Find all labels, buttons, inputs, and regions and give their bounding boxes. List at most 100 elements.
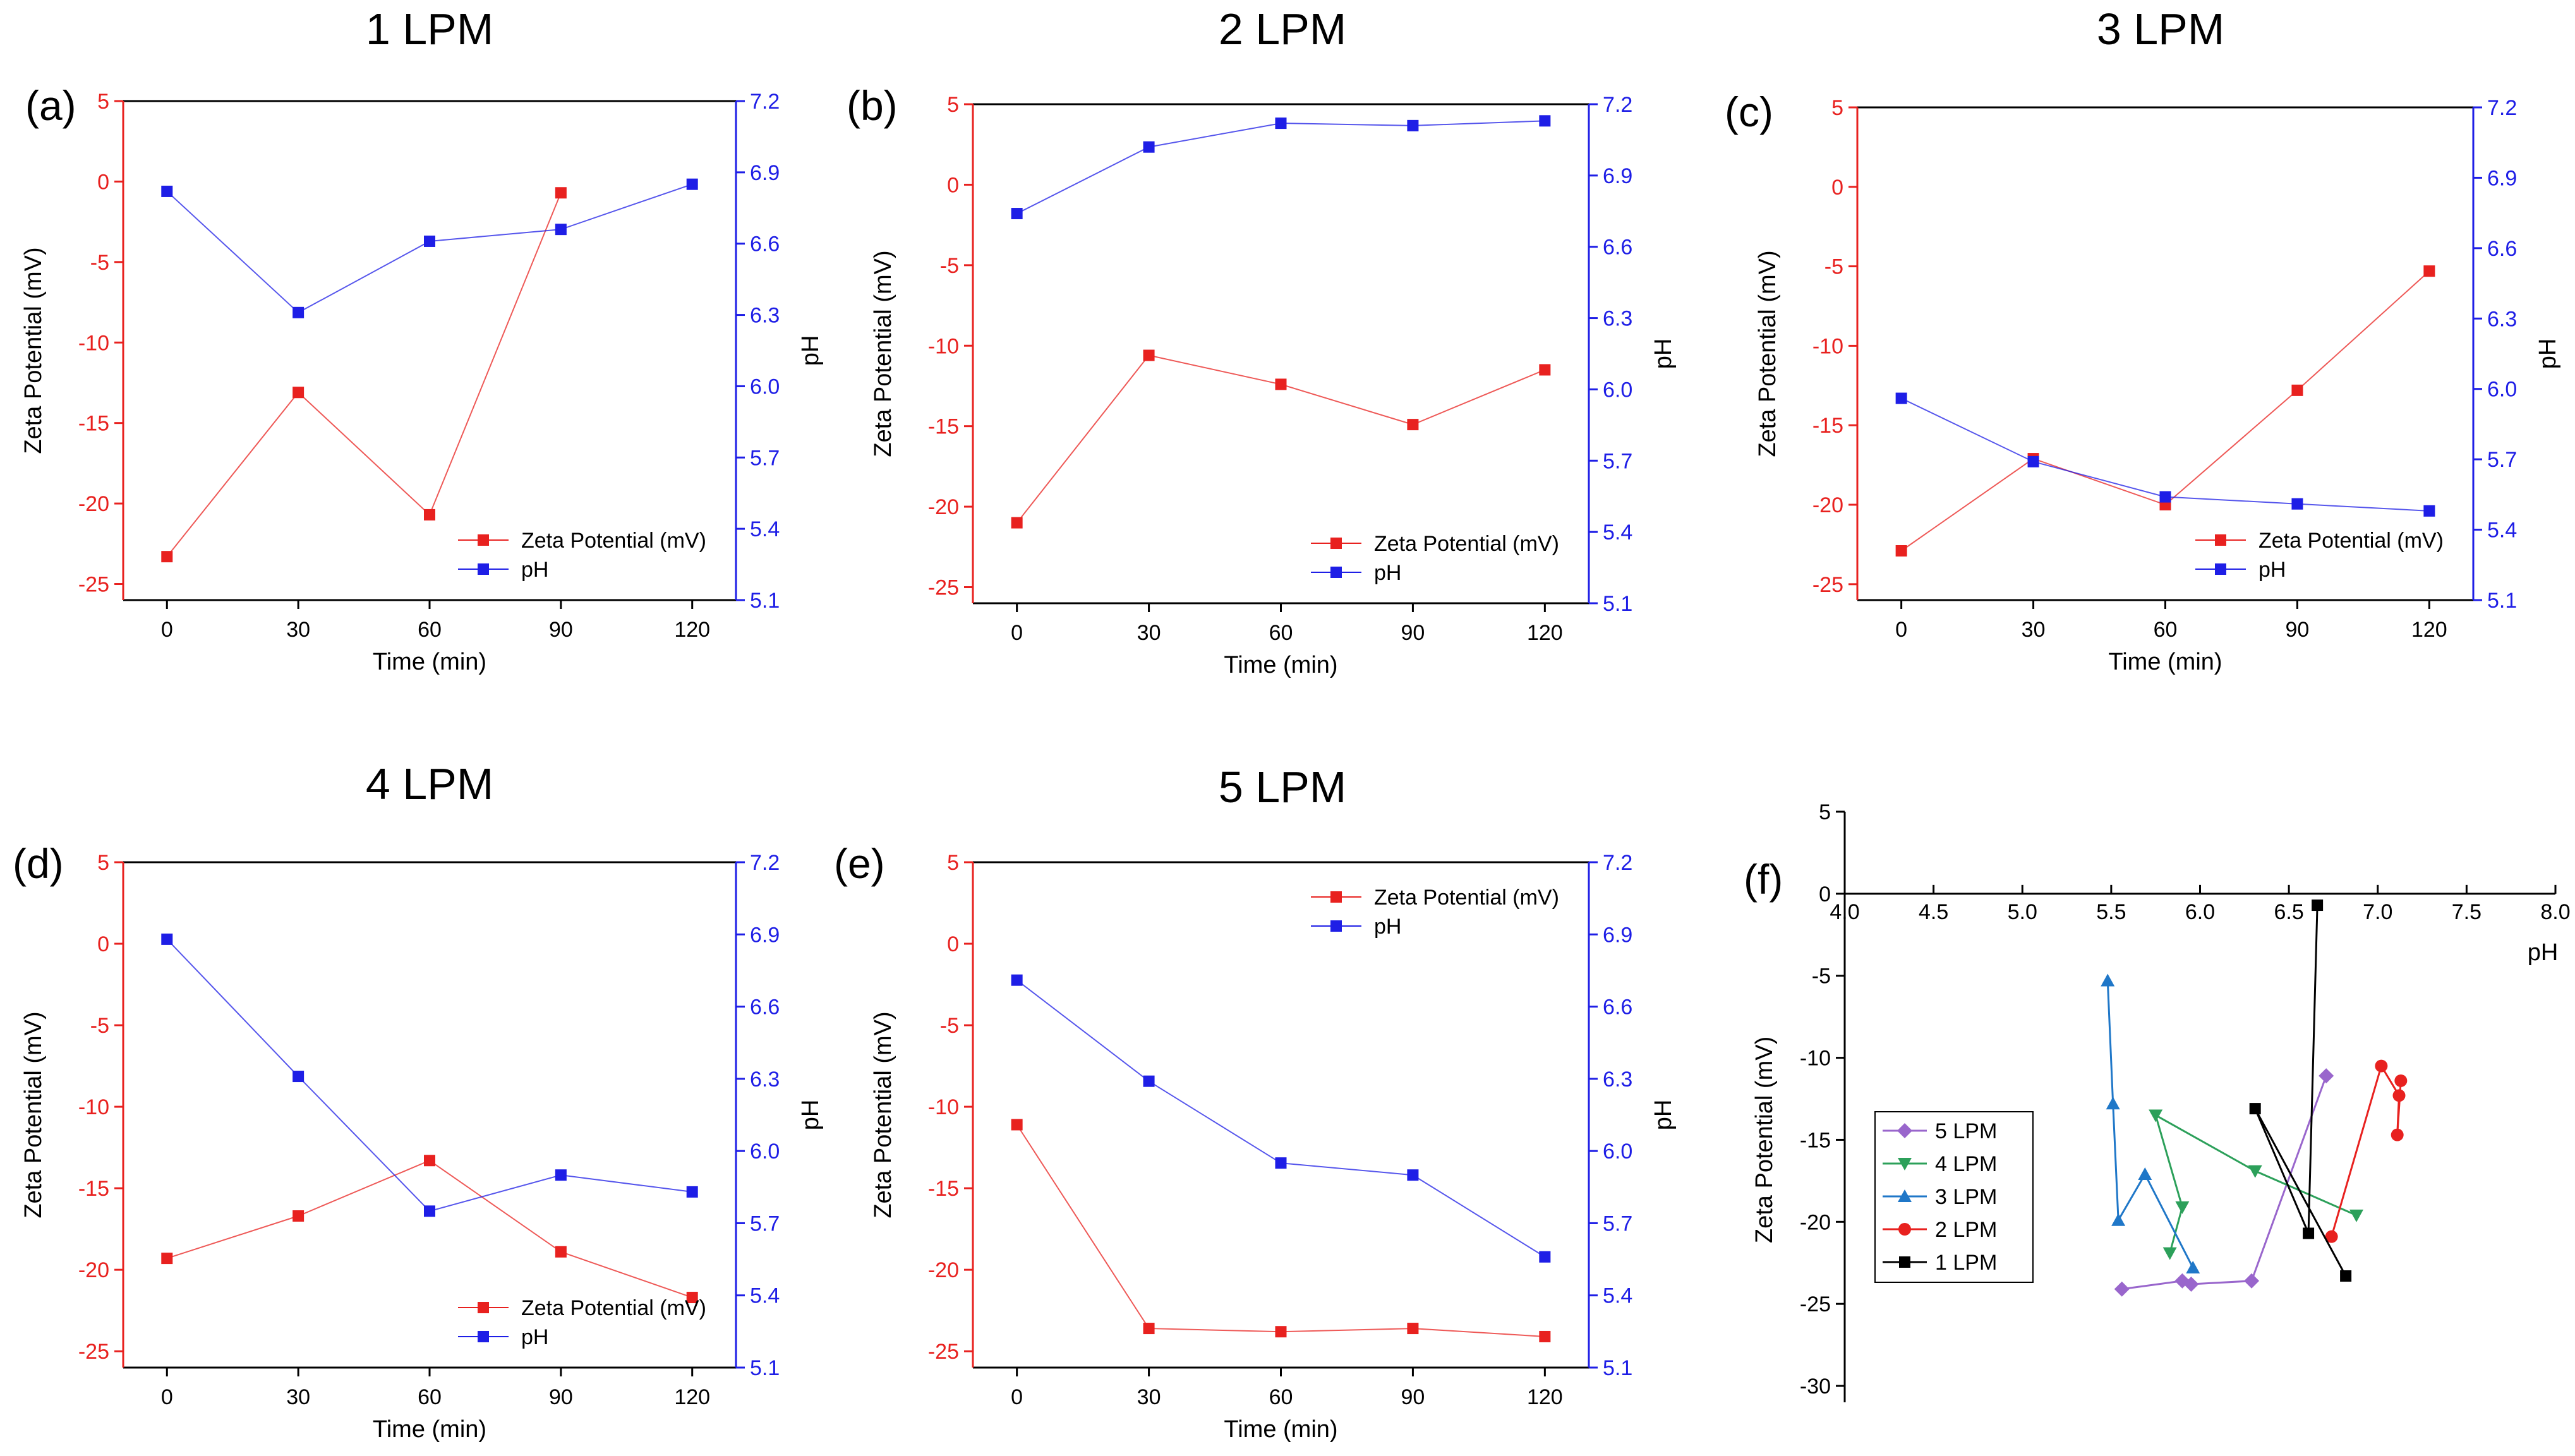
data-point-triangle-down	[2162, 1247, 2177, 1260]
y-tick-label: -15	[928, 1177, 959, 1201]
x-tick-label: 7.0	[2363, 900, 2392, 924]
data-point-ph	[1539, 1251, 1551, 1263]
y-tick-label: -5	[940, 254, 959, 278]
data-point-diamond	[2114, 1281, 2130, 1297]
y-tick-label: -10	[1800, 1047, 1831, 1071]
y-tick-label: 5	[1831, 96, 1843, 120]
data-point-triangle-up	[2101, 973, 2115, 987]
y-tick-label: -10	[928, 1095, 959, 1119]
legend-label: Zeta Potential (mV)	[2258, 529, 2444, 553]
y-tick-label: 0	[97, 932, 109, 956]
data-point-ph	[1011, 974, 1023, 986]
panel-label: (f)	[1744, 856, 1783, 903]
y-tick-label: -5	[90, 1014, 109, 1038]
x-axis-label: Time (min)	[2108, 649, 2222, 675]
y2-tick-label: 5.1	[2487, 589, 2517, 613]
y2-tick-label: 6.9	[750, 161, 780, 185]
legend-label: 4 LPM	[1935, 1152, 1997, 1176]
y2-tick-label: 5.4	[750, 517, 780, 541]
y-tick-label: 5	[947, 851, 959, 875]
legend-label: 3 LPM	[1935, 1185, 1997, 1209]
x-tick-label: 90	[2286, 618, 2310, 642]
data-point-circle	[2392, 1089, 2406, 1102]
y-axis-label: Zeta Potential (mV)	[1751, 1037, 1778, 1243]
data-point-zeta	[1275, 1326, 1287, 1338]
panel-d: (d) 4 LPM 0 30 60 90 120 5 0 -5 -10 -15 -20 -25 7.2 6.9…	[13, 759, 824, 1443]
y-tick-label: -10	[928, 334, 959, 358]
data-point-zeta	[292, 1210, 305, 1222]
data-point-ph	[1895, 392, 1907, 404]
legend-marker	[478, 1331, 489, 1342]
x-tick-label: 30	[1137, 1385, 1161, 1409]
y2-axis-label: pH	[797, 335, 824, 366]
legend-label: pH	[2258, 558, 2286, 582]
x-tick-label: 0	[161, 618, 173, 642]
x-tick-label: 90	[1401, 621, 1425, 645]
x-tick-label: 120	[2411, 618, 2447, 642]
panel-title: 1 LPM	[366, 4, 493, 54]
data-point-ph	[1275, 117, 1287, 129]
y2-tick-label: 6.0	[750, 375, 780, 399]
data-point-ph	[424, 1205, 435, 1217]
data-point-square	[2312, 899, 2324, 912]
x-axis-label: Time (min)	[1224, 1416, 1337, 1443]
legend-label: Zeta Potential (mV)	[1374, 886, 1559, 910]
y2-tick-label: 7.2	[750, 90, 780, 114]
x-tick-label: 5.0	[2008, 900, 2037, 924]
y2-tick-label: 5.4	[750, 1284, 780, 1308]
panels: (a) 1 LPM 0 30 60 90 120 5 0 -5 -10 -15 -20 -25 7.2 6.9…	[13, 4, 2571, 1443]
legend-label: pH	[521, 558, 548, 582]
panel-f: (f) 4.0 4.5 5.0 5.5 6.0 6.5 7.0 7.5 8.0 5 0 -5 -10 -15…	[1744, 800, 2571, 1402]
y-tick-label: 0	[1819, 882, 1831, 906]
data-point-ph	[292, 1071, 305, 1083]
x-tick-label: 8.0	[2540, 900, 2570, 924]
y2-tick-label: 5.4	[1603, 1284, 1632, 1308]
data-point-zeta	[1143, 349, 1155, 361]
y2-tick-label: 6.6	[750, 996, 780, 1020]
data-point-zeta	[1407, 419, 1419, 431]
data-point-zeta	[161, 551, 173, 563]
y-tick-label: 0	[97, 170, 109, 194]
y-tick-label: -25	[78, 1340, 109, 1364]
panel-title: 4 LPM	[366, 759, 493, 809]
data-point-zeta	[1539, 1330, 1551, 1342]
x-axis-label: Time (min)	[373, 1416, 486, 1443]
x-axis-label: Time (min)	[1224, 652, 1337, 678]
legend-marker	[2215, 563, 2226, 575]
data-point-triangle-up	[1898, 1189, 1912, 1202]
data-point-zeta	[1895, 545, 1907, 557]
y2-tick-label: 5.7	[750, 1212, 780, 1236]
x-tick-label: 30	[1137, 621, 1161, 645]
data-point-ph	[161, 185, 173, 197]
y2-tick-label: 6.0	[2487, 378, 2517, 402]
y2-tick-label: 6.6	[2487, 237, 2517, 261]
y-tick-label: -20	[928, 495, 959, 519]
y-tick-label: -30	[1800, 1375, 1831, 1399]
y2-tick-label: 5.4	[2487, 519, 2517, 543]
y-tick-label: -20	[78, 492, 109, 516]
x-tick-label: 4.5	[1919, 900, 1948, 924]
data-point-circle	[2375, 1059, 2388, 1073]
data-point-ph	[2423, 505, 2435, 517]
y-tick-label: -5	[90, 251, 109, 275]
data-point-zeta	[1011, 517, 1023, 529]
x-tick-label: 60	[2154, 618, 2178, 642]
data-point-ph	[2159, 491, 2171, 503]
data-point-square	[2249, 1103, 2261, 1115]
y2-tick-label: 6.0	[1603, 378, 1632, 402]
x-tick-label: 120	[674, 618, 710, 642]
y2-axis-label: pH	[797, 1100, 824, 1131]
x-tick-label: 120	[1527, 621, 1563, 645]
data-point-triangle-up	[2106, 1097, 2120, 1110]
panel-label: (d)	[13, 840, 64, 887]
y2-axis-label: pH	[1650, 1100, 1677, 1131]
legend-label: pH	[1374, 915, 1401, 939]
x-tick-label: 90	[549, 618, 573, 642]
x-tick-label: 90	[549, 1385, 573, 1409]
data-point-zeta	[1539, 364, 1551, 376]
y2-tick-label: 6.0	[1603, 1140, 1632, 1164]
y2-tick-label: 5.1	[1603, 592, 1632, 616]
data-point-zeta	[424, 1155, 435, 1167]
